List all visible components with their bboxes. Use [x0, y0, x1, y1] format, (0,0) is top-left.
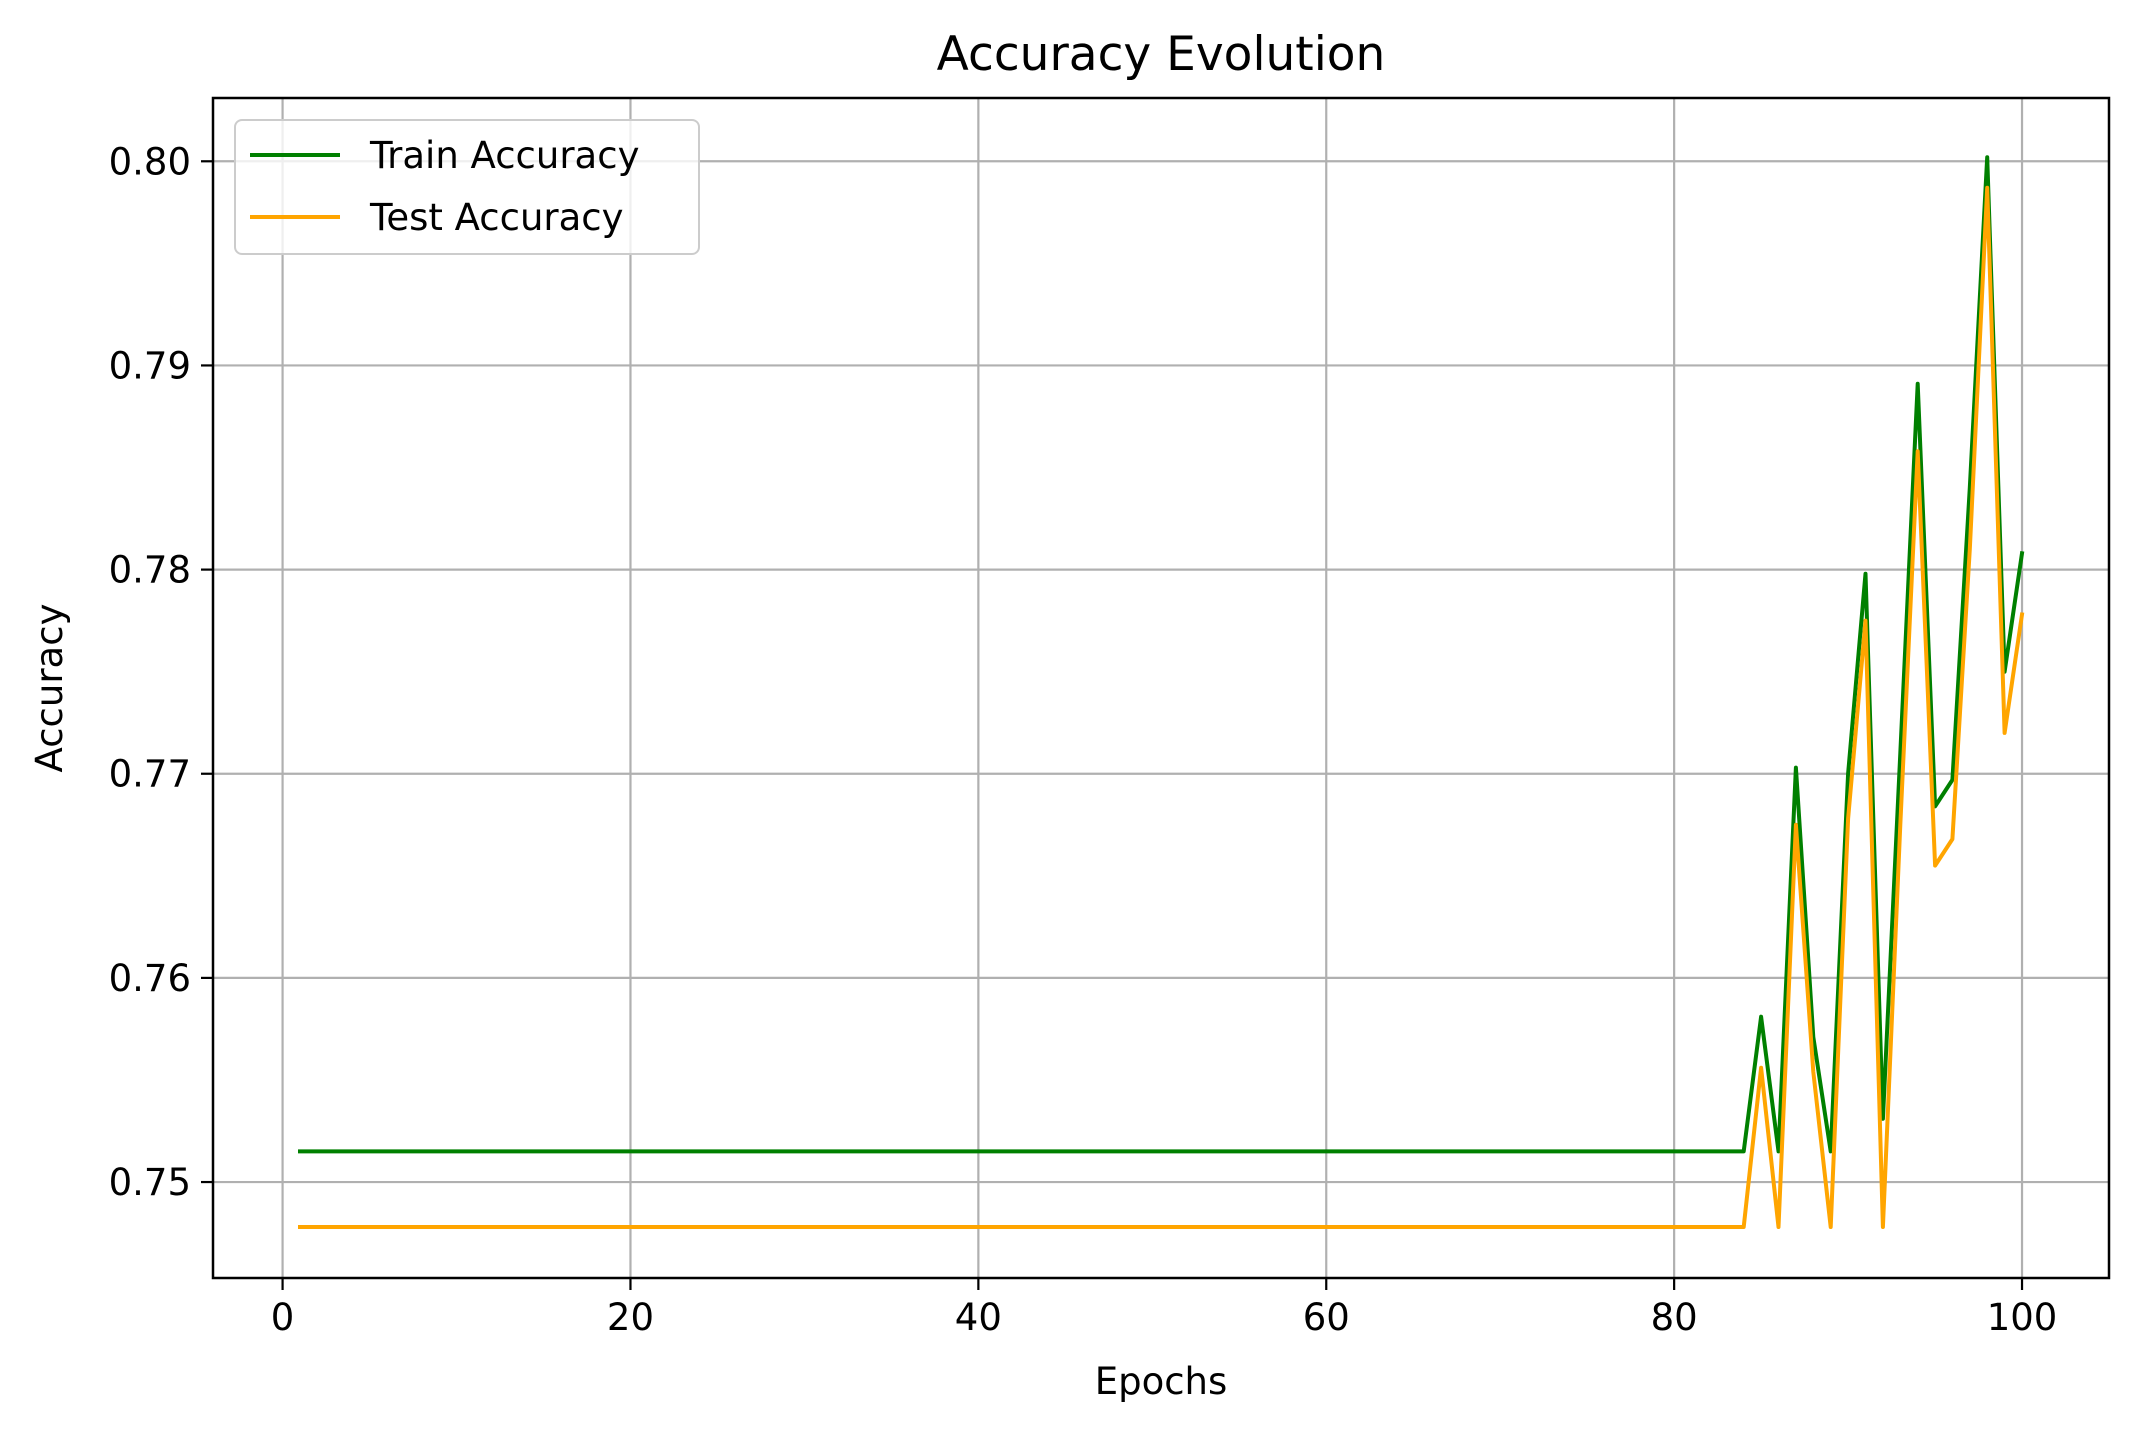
y-tick-label: 0.77 [109, 753, 191, 796]
chart-title: Accuracy Evolution [937, 27, 1386, 82]
x-tick-label: 100 [1987, 1296, 2058, 1339]
y-tick-label: 0.79 [109, 344, 191, 387]
x-tick-label: 0 [271, 1296, 295, 1339]
legend-box [234, 119, 700, 255]
gridlines [213, 98, 2109, 1278]
x-tick-label: 40 [955, 1296, 1002, 1339]
plot-area-background [213, 98, 2109, 1278]
legend-label-test: Test Accuracy [369, 196, 624, 239]
series-lines [298, 155, 2025, 1229]
y-tick-label: 0.76 [109, 957, 191, 1000]
x-axis-label: Epochs [1095, 1360, 1228, 1403]
x-tick-label: 80 [1651, 1296, 1698, 1339]
legend-label-train: Train Accuracy [369, 134, 639, 177]
series-line-test [298, 185, 2025, 1229]
y-tick-label: 0.75 [109, 1161, 191, 1204]
x-tick-label: 20 [607, 1296, 654, 1339]
x-tick-label: 60 [1303, 1296, 1350, 1339]
y-axis-label: Accuracy [28, 604, 71, 773]
y-axis-ticks: 0.75 0.76 0.77 0.78 0.79 0.80 [109, 140, 213, 1204]
series-line-train [298, 155, 2025, 1154]
legend: Train Accuracy Test Accuracy [234, 119, 700, 255]
x-axis-ticks: 0 20 40 60 80 100 [271, 1278, 2058, 1339]
y-tick-label: 0.80 [109, 140, 191, 183]
plot-frame [211, 96, 2111, 1280]
y-tick-label: 0.78 [109, 549, 191, 592]
